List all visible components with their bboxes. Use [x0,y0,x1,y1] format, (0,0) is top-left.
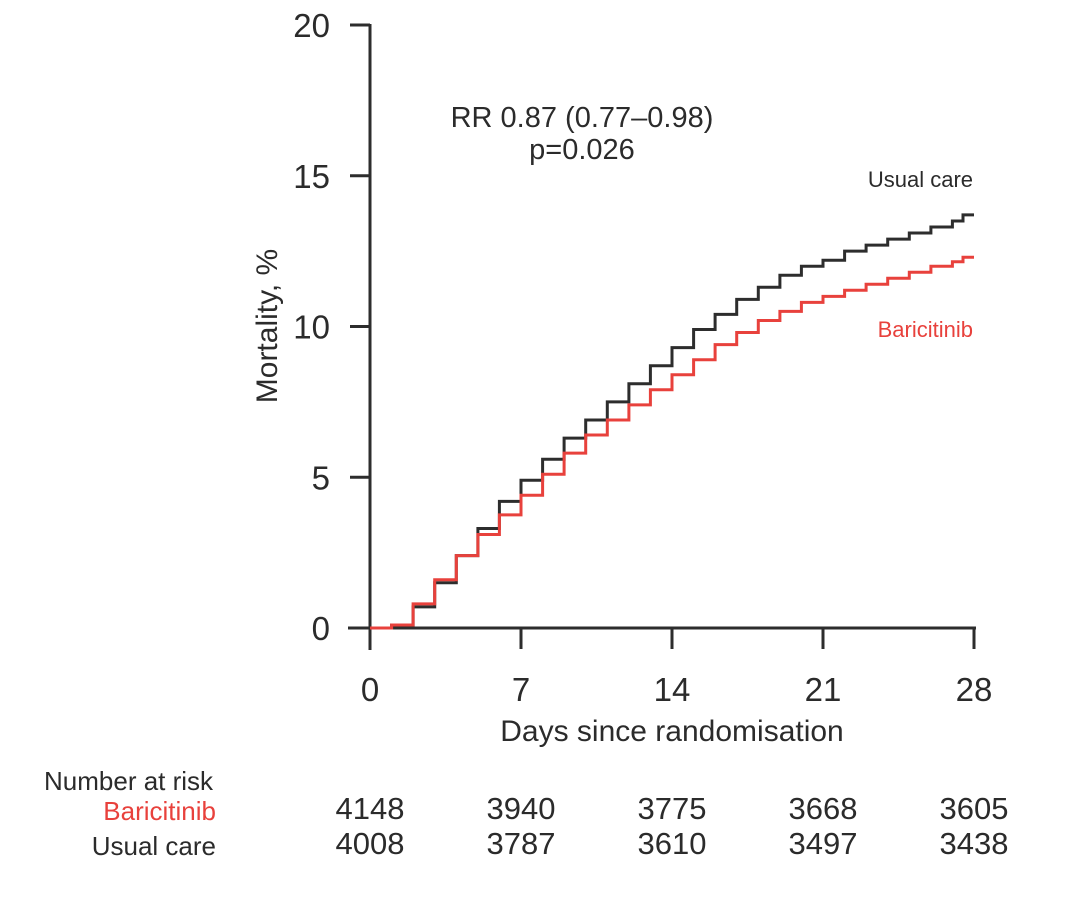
risk-value: 4148 [336,791,405,826]
risk-value: 3605 [940,791,1009,826]
risk-table-header: Number at risk [44,766,214,796]
baricitinib-curve [370,255,974,630]
risk-value: 4008 [336,826,405,861]
x-tick-label: 7 [512,671,530,708]
axis-lines [348,23,976,650]
y-axis-title: Mortality, % [251,249,284,403]
risk-numbers: 4148 3940 3775 3668 3605 4008 3787 3610 3497 3438 [336,791,1009,861]
annotation-rr: RR 0.87 (0.77–0.98) [451,102,714,134]
y-tick-label: 0 [312,610,330,647]
risk-value: 3438 [940,826,1009,861]
x-axis-title: Days since randomisation [500,715,844,748]
risk-value: 3787 [487,826,556,861]
x-tick-label: 28 [956,671,993,708]
risk-value: 3610 [638,826,707,861]
series-label-usual-care: Usual care [868,167,973,192]
risk-row-label-usual-care: Usual care [92,831,216,861]
step-curves [370,213,974,630]
risk-value: 3940 [487,791,556,826]
risk-value: 3775 [638,791,707,826]
axes [348,23,976,650]
y-tick-labels: 0 5 10 15 20 [293,7,330,647]
y-tick-label: 5 [312,459,330,496]
x-tick-label: 21 [805,671,842,708]
x-tick-labels: 0 7 14 21 28 [361,671,993,708]
risk-value: 3668 [789,791,858,826]
y-tick-label: 15 [293,158,330,195]
x-tick-label: 14 [654,671,691,708]
risk-row-label-baricitinib: Baricitinib [103,796,216,826]
annotation-pvalue: p=0.026 [529,134,635,166]
y-tick-label: 10 [293,309,330,346]
series-label-baricitinib: Baricitinib [878,317,973,342]
x-tick-label: 0 [361,671,379,708]
y-tick-label: 20 [293,7,330,44]
usual-care-curve [370,213,974,630]
risk-value: 3497 [789,826,858,861]
